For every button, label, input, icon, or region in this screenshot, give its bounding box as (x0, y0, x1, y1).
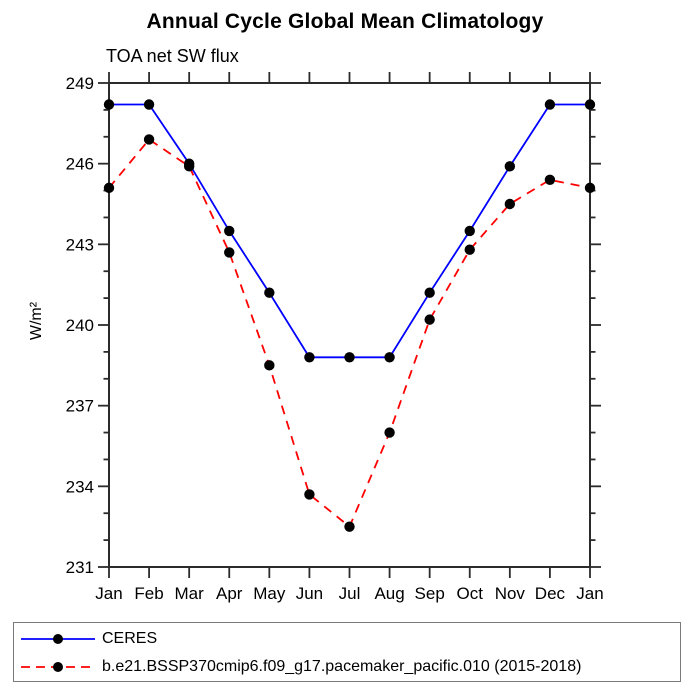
data-point-marker (504, 198, 516, 210)
x-axis-tick-label: Aug (374, 584, 404, 603)
legend-label-ceres: CERES (102, 630, 158, 647)
data-point-marker (504, 161, 516, 172)
data-point-marker (224, 247, 235, 258)
legend-label-model: b.e21.BSSP370cmip6.f09_g17.pacemaker_pac… (102, 658, 582, 675)
y-axis-tick-label: 246 (66, 155, 94, 174)
x-axis-tick-label: Sep (415, 584, 445, 603)
data-point-marker (384, 427, 395, 438)
y-axis-tick-label: 231 (66, 558, 94, 577)
data-point-marker (264, 360, 275, 371)
legend: CERES b.e21.BSSP370cmip6.f09_g17.pacemak… (13, 622, 681, 682)
chart-title: Annual Cycle Global Mean Climatology (146, 10, 544, 33)
data-point-marker (344, 352, 355, 363)
x-axis-tick-label: Jul (339, 584, 361, 603)
data-point-marker (544, 99, 556, 110)
data-point-marker (424, 314, 435, 325)
model-line (108, 138, 591, 529)
x-axis-tick-label: Feb (134, 584, 163, 603)
legend-item-model: b.e21.BSSP370cmip6.f09_g17.pacemaker_pac… (14, 653, 680, 681)
chart-subtitle: TOA net SW flux (106, 46, 239, 66)
data-point-marker (304, 489, 315, 500)
x-axis-tick-label: Jan (95, 584, 122, 603)
data-point-marker (304, 352, 315, 363)
legend-item-ceres: CERES (14, 625, 680, 653)
x-axis-tick-label: Oct (457, 584, 484, 603)
x-axis-tick-label: Apr (216, 584, 243, 603)
legend-marker-ceres (53, 634, 63, 644)
x-axis-tick-label: Jun (296, 584, 323, 603)
data-point-marker (183, 161, 195, 172)
data-point-marker (264, 287, 275, 298)
data-point-marker (384, 352, 395, 363)
y-axis-tick-label: 243 (66, 235, 94, 254)
y-axis-tick-label: 237 (66, 397, 94, 416)
data-point-marker (464, 244, 475, 255)
data-point-marker (143, 134, 155, 145)
x-axis-tick-label: Nov (495, 584, 526, 603)
data-point-marker (584, 182, 596, 194)
data-point-marker (584, 99, 596, 110)
y-axis-tick-label: 249 (66, 74, 94, 93)
data-point-marker (103, 182, 115, 194)
data-point-marker (344, 521, 355, 532)
legend-marker-model (53, 662, 63, 672)
y-axis-tick-label: 234 (66, 477, 94, 496)
data-point-marker (464, 225, 475, 237)
data-point-marker (424, 287, 435, 298)
x-axis-tick-label: Dec (535, 584, 566, 603)
data-point-marker (224, 225, 235, 237)
data-point-marker (143, 99, 155, 110)
x-axis-tick-label: May (253, 584, 286, 603)
ceres-line (109, 103, 590, 359)
x-axis-tick-label: Mar (175, 584, 205, 603)
y-axis-tick-label: 240 (66, 316, 94, 335)
legend-line-sample-ceres (21, 634, 95, 644)
x-axis-tick-label: Jan (576, 584, 603, 603)
data-point-marker (544, 174, 556, 185)
data-point-marker (103, 99, 115, 110)
legend-line-sample-model (21, 662, 95, 672)
